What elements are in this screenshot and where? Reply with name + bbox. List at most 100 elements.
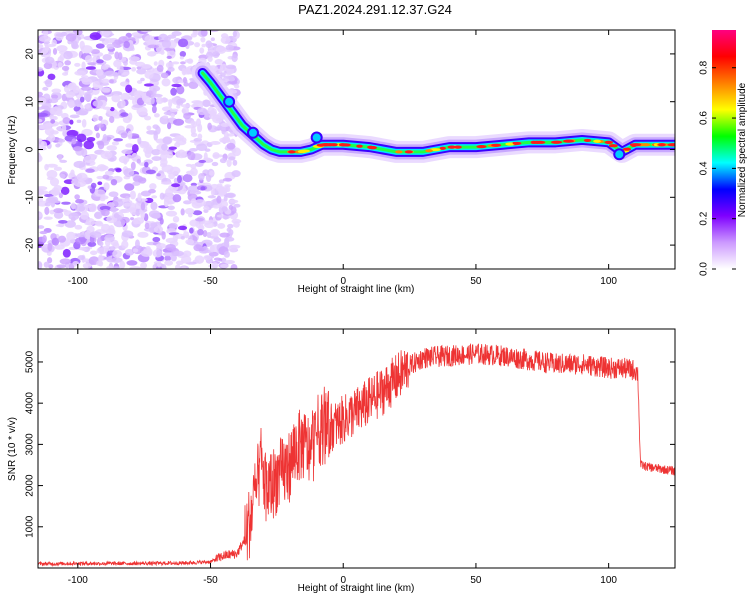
spectrogram-noise-blob [66,231,76,241]
spectrogram-noise-blob [61,65,70,71]
spectrogram-noise-blob [49,115,58,121]
spectrogram-noise-blob [104,170,114,176]
spectrogram-noise-blob [119,65,124,74]
spectrogram-noise-blob [215,46,227,54]
spectrogram-noise-blob [73,146,83,152]
spectrogram-noise-blob [42,30,49,37]
snr-x-tick-label: -100 [68,575,88,586]
spectrogram-noise-blob [220,263,229,268]
spectrogram-noise-blob [173,177,178,184]
spectrogram-noise-blob [72,85,80,94]
spectrogram-noise-blob [137,136,142,145]
spectrogram-noise-blob [102,106,112,110]
spectrogram-noise-blob [145,169,156,175]
spectrogram-noise-blob [149,183,157,190]
spectrogram-noise-blob [144,222,150,230]
spectrogram-noise-blob [81,128,93,137]
spectrogram-noise-blob [166,55,172,60]
ridge-hotspot [476,145,487,149]
spectrogram-noise-blob [60,31,67,37]
spectrogram-noise-blob [208,219,215,223]
spectrogram-noise-blob [195,217,204,222]
snr-plot-area [38,329,675,568]
spectrogram-noise-blob [124,183,135,191]
spectrogram-x-tick-label: 50 [470,276,482,287]
spectrogram-x-tick-label: -50 [203,276,218,287]
spectrogram-noise-blob [120,216,130,224]
spectrogram-noise-blob [184,124,195,129]
spectrogram-noise-blob [170,87,177,96]
spectrogram-noise-blob [222,177,233,182]
spectrogram-noise-blob [207,195,216,199]
spectrogram-noise-blob [95,69,104,76]
spectrogram-noise-blob [76,172,88,182]
spectrogram-noise-blob [99,197,106,202]
spectrogram-noise-blob [60,186,70,196]
spectrogram-noise-blob [146,125,152,131]
spectrogram-noise-blob [45,122,56,127]
spectrogram-noise-blob [85,218,95,226]
spectrogram-noise-blob [38,140,45,148]
spectrogram-noise-blob [38,91,43,97]
spectrogram-noise-blob [162,136,173,145]
spectrogram-noise-blob [96,247,108,255]
snr-x-axis-label: Height of straight line (km) [298,583,415,594]
spectrogram-noise-blob [136,80,143,84]
spectrogram-noise-blob [156,260,162,268]
spectrogram-noise-blob [77,255,85,261]
spectrogram-noise-blob [99,205,111,211]
spectrogram-noise-blob [152,213,161,219]
spectrogram-noise-blob [171,83,182,88]
spectrogram-noise-blob [206,232,212,238]
ridge-hotspot [367,145,374,149]
spectrogram-noise-blob [226,159,232,167]
spectrogram-noise-blob [99,38,106,42]
spectrogram-noise-blob [101,223,111,233]
ridge-hotspot [447,145,457,149]
spectrogram-noise-blob [47,242,53,252]
ridge-blob [613,148,626,161]
spectrogram-noise-blob [123,40,130,49]
spectrogram-noise-blob [209,244,215,253]
snr-y-tick-label: 4000 [25,392,36,415]
spectrogram-noise-blob [92,100,104,107]
spectrogram-noise-blob [226,142,236,150]
spectrogram-noise-blob [197,228,204,236]
spectrogram-noise-blob [205,40,213,49]
spectrogram-noise-blob [111,141,120,146]
spectrogram-noise-blob [207,56,213,63]
spectrogram-noise-blob [109,116,115,124]
spectrogram-noise-blob [126,154,132,160]
colorbar-tick-label: 0.0 [699,262,710,276]
spectrogram-noise-blob [62,248,71,258]
spectrogram-noise-blob [213,237,222,243]
spectrogram-noise-blob [120,99,126,108]
spectrogram-noise-blob [135,208,141,217]
ridge-hotspot [604,140,614,144]
spectrogram-noise-blob [175,264,181,269]
spectrogram-noise-blob [199,47,205,54]
spectrogram-noise-blob [74,70,87,76]
spectrogram-noise-blob [180,255,192,264]
spectrogram-noise-blob [186,58,194,64]
ridge-blob [310,131,323,144]
spectrogram-noise-blob [141,63,152,69]
snr-y-tick-label: 1000 [25,515,36,538]
spectrogram-noise-blob [42,235,47,243]
spectrogram-noise-blob [43,261,50,268]
spectrogram-noise-blob [129,266,142,269]
ridge-blob [223,95,236,108]
spectrogram-noise-blob [180,61,186,65]
spectrogram-noise-blob [156,173,161,177]
spectrogram-noise-blob [82,262,92,269]
spectrogram-noise-blob [137,231,149,238]
spectrogram-noise-blob [196,143,208,152]
ridge-hotspot [534,140,546,144]
spectrogram-noise-blob [61,124,67,132]
spectrogram-noise-blob [131,152,139,161]
spectrogram-noise-blob [194,255,205,264]
spectrogram-noise-blob [156,64,164,73]
spectrogram-noise-blob [172,118,185,126]
spectrogram-y-tick-label: 10 [25,96,36,108]
